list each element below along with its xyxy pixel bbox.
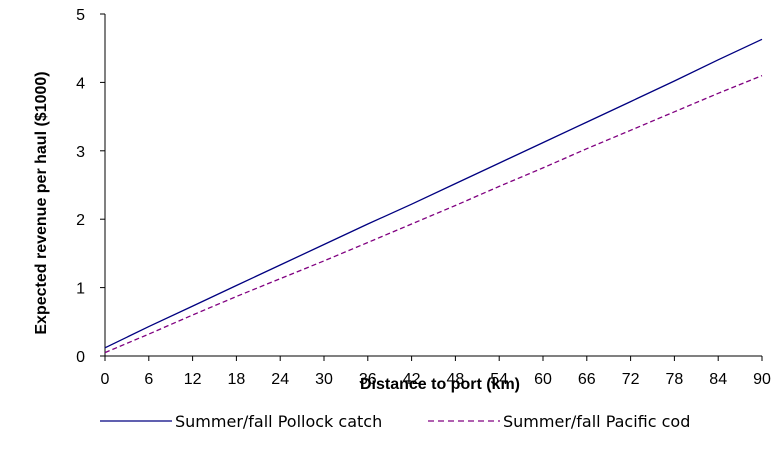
x-tick-label: 48 [447, 371, 465, 388]
y-tick-label: 2 [76, 212, 85, 229]
y-tick-label: 3 [76, 144, 85, 161]
y-tick-label: 0 [76, 349, 85, 366]
x-tick-label: 0 [101, 371, 110, 388]
y-tick-label: 5 [76, 7, 85, 24]
legend: Summer/fall Pollock catch Summer/fall Pa… [100, 412, 690, 431]
x-tick-label: 66 [578, 371, 596, 388]
x-tick-label: 84 [709, 371, 727, 388]
x-tick-label: 54 [490, 371, 508, 388]
series-line-pacific-cod [104, 74, 763, 354]
x-tick-label: 24 [271, 371, 289, 388]
x-tick-label: 60 [534, 371, 552, 388]
x-tick-label: 42 [403, 371, 421, 388]
y-tick-label: 4 [76, 75, 85, 92]
series-lines [104, 38, 763, 354]
x-tick-label: 78 [666, 371, 684, 388]
axes [100, 13, 763, 361]
series-line-pollock [104, 38, 763, 349]
x-tick-label: 6 [144, 371, 153, 388]
y-axis-title: Expected revenue per haul ($1000) [33, 71, 50, 334]
x-tick-label: 30 [315, 371, 333, 388]
x-tick-label: 72 [622, 371, 640, 388]
legend-label-pollock: Summer/fall Pollock catch [175, 412, 382, 431]
x-tick-label: 12 [184, 371, 202, 388]
y-tick-label: 1 [76, 281, 85, 298]
x-tick-label: 90 [753, 371, 771, 388]
x-tick-label: 18 [228, 371, 246, 388]
legend-label-pacific-cod: Summer/fall Pacific cod [503, 412, 690, 431]
x-axis-title: Distance to port (km) [360, 376, 520, 393]
x-tick-label: 36 [359, 371, 377, 388]
